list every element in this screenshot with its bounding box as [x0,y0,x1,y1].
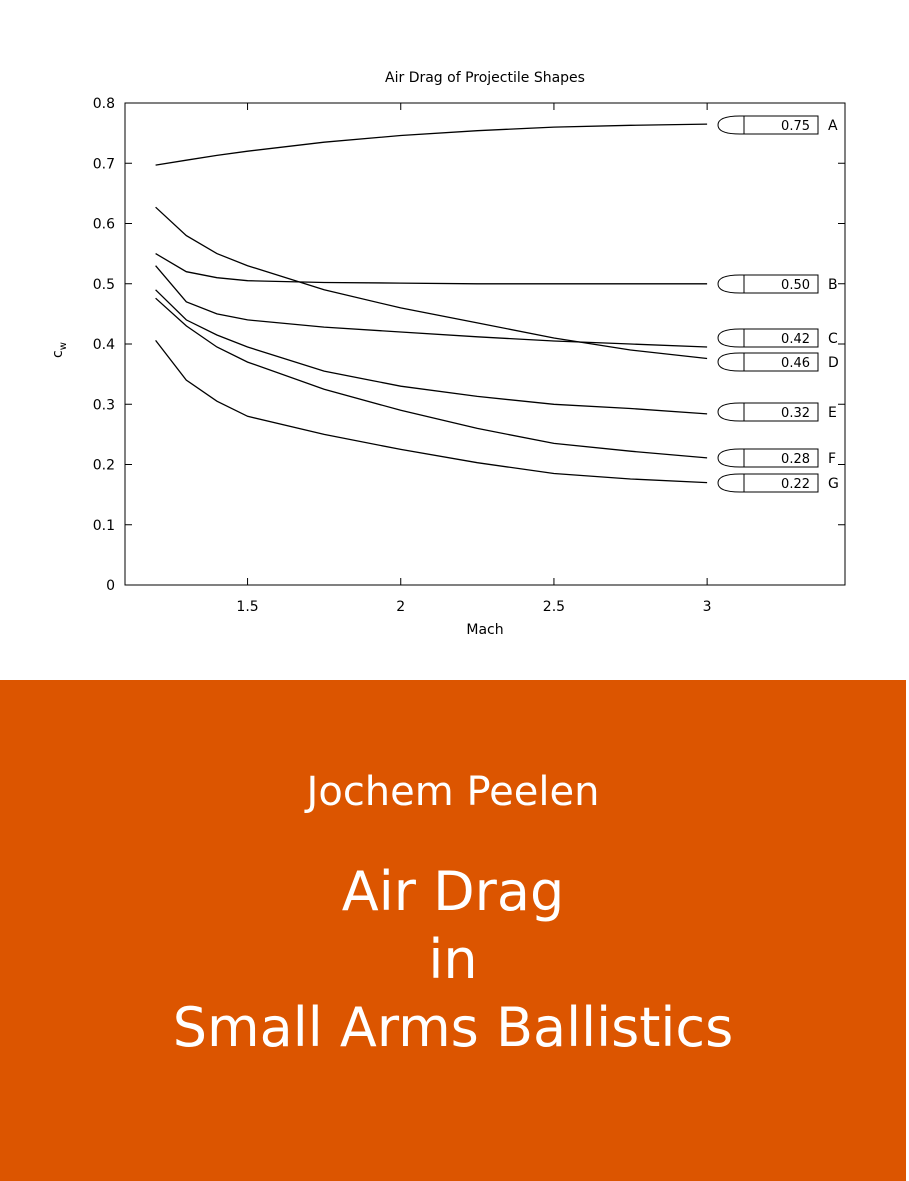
drag-curve [155,340,708,484]
y-tick-label: 0 [106,578,115,594]
legend-label: F [828,451,836,467]
y-tick-label: 0.6 [93,217,115,233]
legend-label: D [828,355,839,371]
x-tick-label: 3 [703,599,712,615]
y-tick-label: 0.4 [93,337,115,353]
y-tick-label: 0.7 [93,156,115,172]
legend-label: G [828,476,839,492]
drag-curve [155,253,708,285]
legend-label: A [828,118,838,134]
drag-curve [155,206,708,360]
shape-drag-value: 0.32 [781,406,810,421]
y-tick-label: 0.3 [93,397,115,413]
y-label-text: c [50,350,66,358]
x-tick-label: 2 [396,599,405,615]
chart-title: Air Drag of Projectile Shapes [385,70,585,86]
x-tick-label: 1.5 [236,599,258,615]
shape-drag-value: 0.22 [781,477,810,492]
author: Jochem Peelen [304,769,600,815]
shape-drag-value: 0.46 [781,356,810,371]
chart: Air Drag of Projectile Shapes Mach cw 0 0… [50,70,846,638]
y-axis-label: cw [50,342,69,358]
shape-box [717,115,819,135]
cover: Jochem Peelen Air Drag in Small Arms Bal… [0,680,906,1181]
legend-label: B [828,277,838,293]
x-axis-label: Mach [466,622,503,638]
shape-drag-value: 0.28 [781,452,810,467]
shape-drag-value: 0.50 [781,278,810,293]
shape-box [717,352,819,372]
shape-drag-value: 0.75 [781,119,810,134]
cover-background [0,680,906,1181]
title-line: Air Drag [342,860,564,923]
title-line: Small Arms Ballistics [173,996,734,1059]
x-tick-label: 2.5 [543,599,565,615]
y-tick-label: 0.1 [93,518,115,534]
shape-box [717,402,819,422]
shape-box [717,448,819,468]
y-tick-label: 0.5 [93,277,115,293]
drag-curve [155,265,708,348]
shape-box [717,328,819,348]
shape-box [717,274,819,294]
drag-curve [155,297,708,459]
legend-label: E [828,405,837,421]
y-tick-label: 0.2 [93,458,115,474]
title-line: in [428,928,477,991]
legend-label: C [828,331,838,347]
shape-drag-value: 0.42 [781,332,810,347]
drag-curve [155,289,708,415]
y-tick-label: 0.8 [93,96,115,112]
shape-box [717,473,819,493]
drag-curve [155,123,708,166]
y-label-subscript: w [58,342,69,350]
